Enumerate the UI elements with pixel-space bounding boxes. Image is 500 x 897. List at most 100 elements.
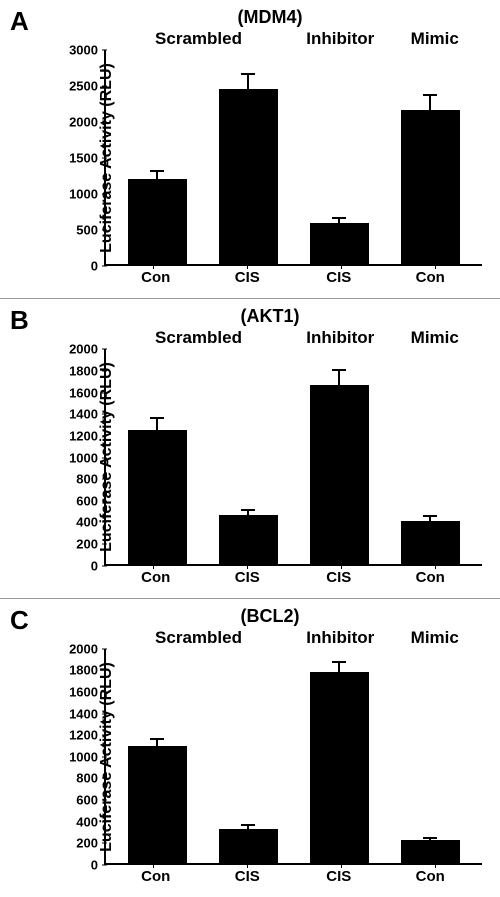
y-tick-label: 600	[76, 793, 98, 808]
x-category-labels: Con CIS CIS Con	[104, 568, 482, 588]
y-tick-label: 2000	[69, 641, 98, 656]
y-ticks: 0200400600800100012001400160018002000	[58, 649, 102, 865]
y-tick-label: 600	[76, 493, 98, 508]
y-tick-label: 1800	[69, 363, 98, 378]
y-tick-label: 1200	[69, 728, 98, 743]
x-category-label: CIS	[293, 867, 385, 887]
panel-letter: A	[10, 6, 29, 37]
x-category-label: CIS	[202, 867, 294, 887]
error-bar	[156, 418, 158, 430]
plot-axes	[104, 349, 482, 565]
bar	[219, 89, 277, 264]
bar-slot	[112, 50, 203, 264]
error-bar	[338, 218, 340, 223]
group-label: Scrambled	[104, 28, 293, 50]
error-bar	[429, 95, 431, 110]
bar	[310, 672, 368, 863]
figure: A (MDM4) Scrambled Inhibitor Mimic Lucif…	[0, 0, 500, 897]
y-tick-label: 800	[76, 472, 98, 487]
chart-area: (AKT1) Scrambled Inhibitor Mimic Lucifer…	[58, 305, 482, 587]
error-bar	[247, 74, 249, 90]
bar-slot	[294, 349, 385, 563]
y-tick-label: 1600	[69, 385, 98, 400]
y-tick-label: 1600	[69, 684, 98, 699]
error-bar	[156, 739, 158, 747]
y-tick-label: 1400	[69, 706, 98, 721]
y-tick-label: 0	[91, 259, 98, 274]
y-tick-label: 1200	[69, 428, 98, 443]
bar	[401, 521, 459, 564]
bar	[128, 430, 186, 564]
y-tick-label: 0	[91, 558, 98, 573]
x-category-label: Con	[110, 568, 202, 588]
x-category-label: Con	[385, 268, 477, 288]
group-labels-row: Scrambled Inhibitor Mimic	[58, 627, 482, 649]
group-labels-row: Scrambled Inhibitor Mimic	[58, 327, 482, 349]
plot-axes	[104, 649, 482, 865]
y-tick-label: 200	[76, 537, 98, 552]
y-tick-label: 0	[91, 857, 98, 872]
y-tick-label: 1500	[69, 151, 98, 166]
y-tick-label: 2500	[69, 79, 98, 94]
y-tick-label: 400	[76, 814, 98, 829]
y-tick-label: 200	[76, 836, 98, 851]
plot-axes	[104, 50, 482, 266]
y-ticks: 050010001500200025003000	[58, 50, 102, 266]
bar-slot	[203, 349, 294, 563]
bar	[310, 385, 368, 564]
group-label: Inhibitor	[293, 327, 388, 349]
error-bar	[429, 838, 431, 841]
chart-area: (MDM4) Scrambled Inhibitor Mimic Lucifer…	[58, 6, 482, 288]
group-labels-row: Scrambled Inhibitor Mimic	[58, 28, 482, 50]
x-category-label: CIS	[293, 268, 385, 288]
panel-b: B (AKT1) Scrambled Inhibitor Mimic Lucif…	[0, 299, 500, 598]
bar-slot	[294, 649, 385, 863]
bar	[401, 110, 459, 264]
bar-slot	[112, 349, 203, 563]
bar	[219, 515, 277, 563]
group-label: Scrambled	[104, 327, 293, 349]
plot-wrap: Luciferase Activity (RLU) 05001000150020…	[58, 50, 482, 266]
bar	[310, 223, 368, 264]
group-label: Inhibitor	[293, 28, 388, 50]
y-ticks: 0200400600800100012001400160018002000	[58, 349, 102, 565]
bars	[106, 649, 482, 863]
y-tick-label: 500	[76, 223, 98, 238]
x-category-labels: Con CIS CIS Con	[104, 268, 482, 288]
group-label: Scrambled	[104, 627, 293, 649]
y-tick-label: 800	[76, 771, 98, 786]
error-bar	[156, 171, 158, 179]
x-category-label: CIS	[202, 568, 294, 588]
y-tick-label: 400	[76, 515, 98, 530]
x-category-label: Con	[110, 867, 202, 887]
error-bar	[338, 662, 340, 672]
panel-letter: B	[10, 305, 29, 336]
panel-letter: C	[10, 605, 29, 636]
panel-a: A (MDM4) Scrambled Inhibitor Mimic Lucif…	[0, 0, 500, 299]
x-category-label: Con	[110, 268, 202, 288]
x-category-label: Con	[385, 568, 477, 588]
bar	[128, 746, 186, 863]
group-label: Mimic	[388, 627, 483, 649]
group-label: Mimic	[388, 327, 483, 349]
error-bar	[247, 510, 249, 515]
bar-slot	[385, 50, 476, 264]
panel-c: C (BCL2) Scrambled Inhibitor Mimic Lucif…	[0, 599, 500, 897]
group-label: Inhibitor	[293, 627, 388, 649]
chart-area: (BCL2) Scrambled Inhibitor Mimic Lucifer…	[58, 605, 482, 887]
bars	[106, 349, 482, 563]
plot-wrap: Luciferase Activity (RLU) 02004006008001…	[58, 649, 482, 865]
x-category-labels: Con CIS CIS Con	[104, 867, 482, 887]
chart-title: (MDM4)	[58, 6, 482, 28]
chart-title: (AKT1)	[58, 305, 482, 327]
error-bar	[247, 825, 249, 829]
y-tick-label: 2000	[69, 342, 98, 357]
plot-wrap: Luciferase Activity (RLU) 02004006008001…	[58, 349, 482, 565]
y-tick-label: 1400	[69, 407, 98, 422]
bar	[128, 179, 186, 265]
x-category-label: Con	[385, 867, 477, 887]
bar-slot	[203, 50, 294, 264]
bar-slot	[385, 649, 476, 863]
x-category-label: CIS	[202, 268, 294, 288]
y-tick-label: 1800	[69, 663, 98, 678]
